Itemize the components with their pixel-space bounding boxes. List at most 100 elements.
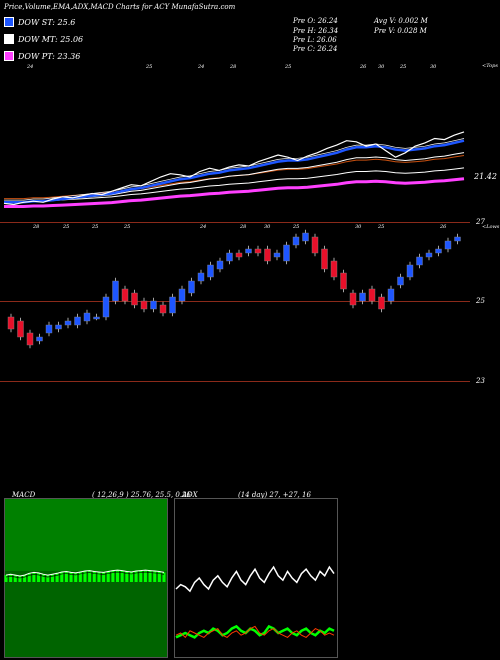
- date-tick-label: 25: [400, 64, 407, 70]
- candle-body: [311, 236, 319, 254]
- candle-body: [112, 280, 119, 302]
- candle-body: [197, 272, 205, 282]
- date-tick-label: 24: [200, 224, 207, 230]
- candle-body: [254, 248, 262, 254]
- legend-label-pt: DOW PT: 23.36: [18, 51, 81, 61]
- candle-body: [406, 264, 414, 278]
- price-line: [3, 131, 465, 206]
- candle-body: [74, 316, 81, 326]
- candle-body: [321, 248, 328, 270]
- legend-swatch-st: [4, 17, 14, 27]
- avg-volume: Avg V: 0.002 M: [374, 17, 428, 25]
- legend-swatch-mt: [4, 34, 14, 44]
- candle-body: [283, 244, 290, 262]
- candle-body: [83, 312, 91, 322]
- legend-pt: DOW PT: 23.36: [4, 51, 80, 61]
- date-tick-label: 25: [63, 224, 70, 230]
- support-line-25: [0, 301, 470, 302]
- ema-corner-label: <Tops: [482, 63, 498, 69]
- candle-body: [121, 288, 129, 302]
- date-tick-label: 25: [293, 224, 300, 230]
- macd-line: [5, 569, 165, 577]
- candle-body: [235, 252, 243, 258]
- candle-body: [454, 236, 461, 242]
- price-label-25: 25: [476, 297, 485, 305]
- ema-long-white-line: [4, 167, 465, 203]
- candle-body: [207, 264, 214, 278]
- legend-st: DOW ST: 25.6: [4, 17, 75, 27]
- prev-close: Pre C: 26.24: [293, 45, 338, 53]
- candle-body: [416, 256, 423, 266]
- date-tick-label: 25: [285, 64, 292, 70]
- date-tick-label: 30: [264, 224, 271, 230]
- ema-short-white-line: [4, 138, 465, 201]
- candle-body: [55, 324, 62, 330]
- candle-body: [131, 292, 138, 306]
- macd-signal-line: [5, 571, 165, 579]
- candle-body: [45, 324, 53, 334]
- candle-body: [64, 320, 72, 326]
- adx-line: [175, 565, 335, 593]
- candle-body: [264, 248, 271, 262]
- legend-mt: DOW MT: 25.06: [4, 34, 83, 44]
- date-tick-label: 25: [92, 224, 99, 230]
- support-line-27: [0, 222, 470, 223]
- candle-body: [292, 236, 300, 246]
- candle-body: [387, 288, 395, 302]
- price-label-23: 23: [476, 377, 485, 385]
- candle-body: [26, 332, 34, 346]
- adx-minus-di-line: [175, 625, 335, 639]
- candle-body: [378, 296, 385, 310]
- price-label-27: 27: [476, 218, 485, 226]
- candle-body: [36, 336, 43, 342]
- candle-body: [349, 292, 357, 306]
- candle-body: [302, 232, 309, 242]
- candle-body: [359, 292, 366, 302]
- date-tick-label: 26: [360, 64, 367, 70]
- candle-body: [273, 252, 281, 258]
- legend-swatch-pt: [4, 51, 14, 61]
- candle-body: [140, 300, 148, 310]
- date-tick-label: 30: [378, 64, 385, 70]
- date-tick-label: 28: [240, 224, 247, 230]
- legend-label-mt: DOW MT: 25.06: [18, 34, 84, 44]
- chart-title: Price,Volume,EMA,ADX,MACD Charts for ACY…: [4, 3, 236, 11]
- candle-corner-label: <Lows: [482, 224, 500, 230]
- candle-body: [17, 320, 24, 338]
- date-tick-label: 30: [355, 224, 362, 230]
- candle-body: [178, 288, 186, 302]
- candle-body: [226, 252, 233, 262]
- date-tick-label: 28: [33, 224, 40, 230]
- date-tick-label: 25: [378, 224, 385, 230]
- macd-upper-zone: [5, 499, 167, 571]
- candle-body: [169, 296, 176, 314]
- candle-body: [93, 316, 100, 320]
- candle-body: [7, 316, 15, 330]
- date-tick-label: 26: [440, 224, 447, 230]
- legend-label-st: DOW ST: 25.6: [18, 17, 76, 27]
- candle-body: [188, 280, 195, 294]
- macd-lower-zone: [5, 583, 167, 657]
- ema-price-label: 21.42: [474, 172, 497, 181]
- candle-body: [216, 260, 224, 270]
- candle-body: [444, 240, 452, 250]
- date-tick-label: 24: [27, 64, 34, 70]
- candle-body: [340, 272, 347, 290]
- ema-long-line: [4, 177, 465, 208]
- date-tick-label: 25: [124, 224, 131, 230]
- adx-label: ADX: [182, 491, 198, 499]
- date-tick-label: 28: [230, 64, 237, 70]
- candle-body: [102, 296, 110, 318]
- candle-body: [368, 288, 376, 302]
- candle-body: [245, 248, 252, 254]
- prev-open: Pre O: 26.24: [293, 17, 338, 25]
- adx-plus-di-line: [175, 624, 335, 639]
- candle-body: [397, 276, 404, 286]
- support-line-23: [0, 381, 470, 382]
- macd-params: ( 12,26,9 ) 25.76, 25.5, 0.26: [92, 491, 191, 499]
- date-tick-label: 25: [146, 64, 153, 70]
- candle-body: [425, 252, 433, 258]
- prev-high: Pre H: 26.34: [293, 27, 339, 35]
